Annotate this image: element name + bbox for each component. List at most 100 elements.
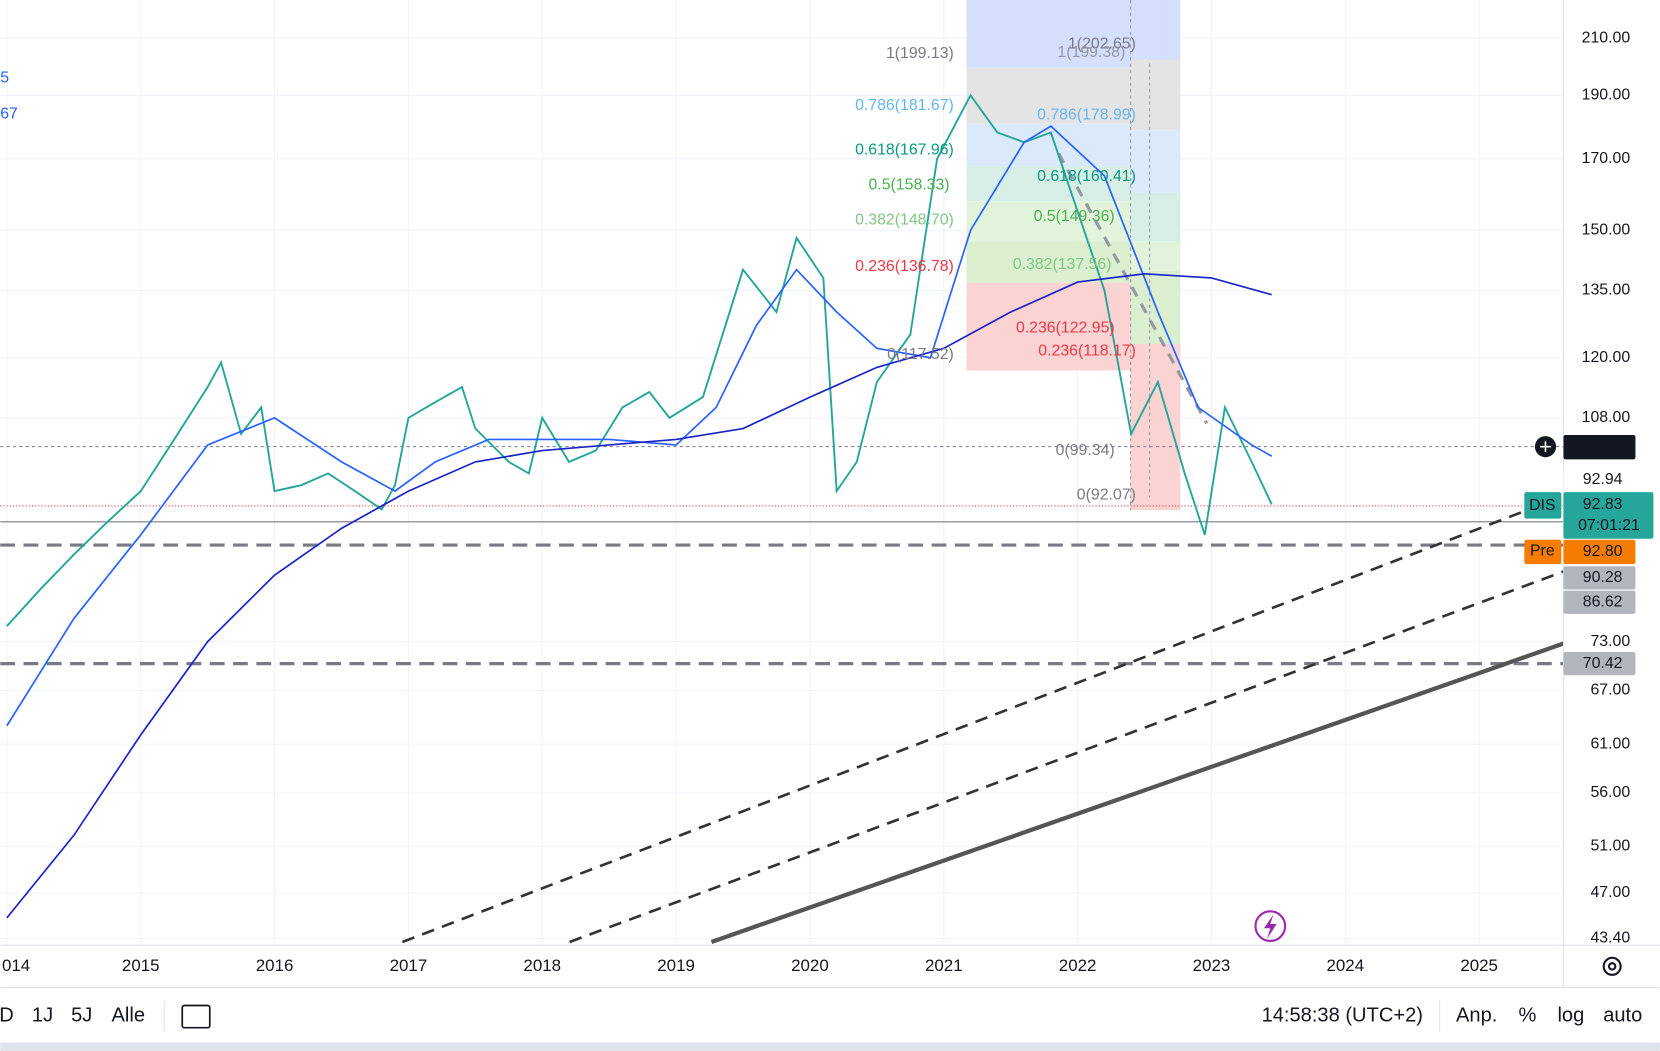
y-tick-label: 120.00 [1582,349,1631,366]
price-badge-label: 86.62 [1583,593,1623,610]
y-tick-label: 56.00 [1590,784,1630,801]
fib-label: 0(99.34) [1056,442,1115,459]
range-button[interactable]: Alle [112,1004,146,1026]
x-tick-label: 2022 [1059,956,1097,975]
scale-button[interactable]: Anp. [1456,1004,1497,1026]
fib-zone [966,0,1181,68]
fib-label: 0.618(167.96) [855,141,954,158]
y-tick-label: 170.00 [1582,150,1631,167]
fib-zone [1130,343,1181,511]
lightning-icon[interactable] [1254,910,1287,942]
moving-average[interactable] [6,125,1273,727]
fib-label: 0.382(148.70) [855,211,954,228]
price-badge[interactable] [1563,467,1636,493]
x-tick-label: 2020 [791,956,829,975]
fib-label: 0.786(181.67) [855,97,954,114]
price-badge[interactable] [1563,651,1636,676]
legend-value: 67 [0,105,18,122]
x-tick-label: 2024 [1326,956,1364,975]
y-tick-label: 210.00 [1582,29,1631,46]
price-badge-label: 102.83 [1578,438,1627,455]
x-tick-label: 2016 [256,956,294,975]
legend-value: 5 [0,70,9,87]
range-button[interactable]: 5J [71,1004,92,1026]
range-button[interactable]: 1J [32,1004,53,1026]
fib-zone [966,67,1131,124]
fib-label: 1(199.13) [886,45,954,62]
moving-average[interactable] [6,272,1272,919]
trend-line [401,509,1525,944]
price-badge-label: 70.42 [1583,655,1623,672]
countdown: 07:01:21 [1578,517,1640,534]
fib-label: 0(117.52) [887,346,954,363]
price-badge[interactable] [1563,590,1636,614]
fib-label: 1(202.65) [1068,36,1136,53]
settings-icon[interactable] [1602,956,1622,976]
y-tick-label: 61.00 [1590,735,1630,752]
fib-label: 0.382(137.56) [1013,256,1112,273]
y-tick-label: 135.00 [1582,282,1631,299]
price-badge[interactable] [1563,566,1636,590]
y-tick-label: 51.00 [1590,838,1630,855]
fib-retracement[interactable] [966,0,1181,511]
settings-icon [1607,962,1617,971]
y-tick-label: 47.00 [1590,884,1630,901]
drawings[interactable] [0,152,1565,944]
fib-zone [966,241,1131,283]
y-tick-label: 67.00 [1590,682,1630,699]
x-tick-label: 2018 [523,956,561,975]
x-tick-label: 2021 [925,956,963,975]
y-tick-label: 43.40 [1590,930,1630,947]
price-badge[interactable] [1563,435,1636,460]
trend-line [1057,152,1209,425]
fib-zone [1130,59,1181,131]
y-tick-label: 108.00 [1582,409,1631,426]
fib-label: 0.236(118.17) [1038,343,1136,360]
scale-button[interactable]: % [1519,1004,1537,1026]
x-tick-label: 2025 [1460,956,1498,975]
range-button[interactable]: D [0,1004,14,1026]
fib-label: 0.5(149.36) [1034,208,1115,225]
fib-zone [966,201,1131,242]
fib-zone [966,282,1131,371]
fib-label: 0.236(122.95) [1016,319,1115,336]
price-badge-label: 90.28 [1583,569,1623,586]
fib-zone [1130,130,1181,193]
fib-zone [1130,192,1181,242]
price-badge[interactable] [1563,539,1636,565]
trend-line [569,570,1564,944]
add-alert-icon [1540,441,1551,452]
price-badge-label: 92.80 [1583,543,1623,560]
price-badge-label: 92.94 [1583,471,1623,488]
bottom-strip [0,1042,1660,1051]
fib-label: 0(92.07) [1077,487,1136,504]
date-range-icon[interactable] [181,1004,211,1029]
y-tick-label: 190.00 [1582,86,1631,103]
scale-button[interactable]: log [1557,1004,1584,1026]
price-badge[interactable] [1563,492,1654,539]
trend-line [710,641,1565,944]
fib-label: 0.5(158.33) [868,176,949,193]
fib-zone [1130,241,1181,271]
pre-badge [1524,539,1562,565]
x-tick-label: 2023 [1193,956,1231,975]
y-tick-label: 150.00 [1582,221,1631,238]
fib-label: 0.786(178.99) [1037,107,1136,124]
clock: 14:58:38 (UTC+2) [1262,1004,1423,1026]
fib-label: 1(199.38) [1057,44,1125,61]
fib-zone [966,166,1131,202]
symbol-badge [1524,492,1562,519]
y-tick-label: 73.00 [1590,633,1630,650]
fib-label: 0.618(160.41) [1037,168,1136,185]
scale-button[interactable]: auto [1603,1004,1642,1026]
fib-zone [966,123,1131,167]
lightning-icon [1263,914,1277,939]
x-tick-label: 2017 [390,956,428,975]
pre-label: Pre [1530,543,1555,560]
x-tick-label: 2015 [122,956,160,975]
price-badge-label: 92.83 [1583,496,1623,513]
fib-label: 0.236(136.78) [855,258,954,275]
x-tick-label: 014 [2,956,30,975]
price-line[interactable] [6,93,1273,627]
